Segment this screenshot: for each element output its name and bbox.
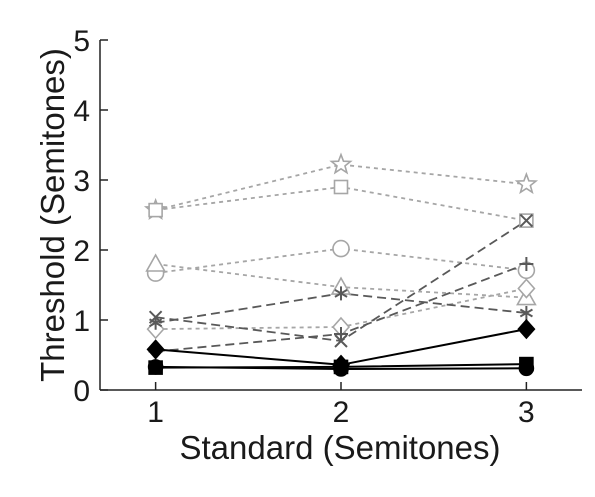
star-marker <box>514 171 539 195</box>
y-tick-label: 4 <box>73 95 90 128</box>
x-marker <box>519 213 534 228</box>
series-line-1 <box>155 163 527 211</box>
y-tick-label: 3 <box>73 165 90 198</box>
diamond-marker <box>146 339 165 360</box>
asterisk-marker <box>334 286 348 301</box>
x-ticks: 1 2 3 <box>147 382 535 429</box>
y-tick-label: 1 <box>73 305 90 338</box>
diamond-marker <box>517 318 536 340</box>
series-markers-3 <box>146 239 536 282</box>
square-marker <box>148 202 163 218</box>
circle-marker <box>333 361 349 377</box>
y-ticks: 0 1 2 3 4 5 <box>73 25 108 408</box>
series-markers <box>143 152 539 377</box>
x-axis-title: Standard (Semitones) <box>180 429 501 466</box>
y-tick-label: 0 <box>73 375 90 408</box>
diamond-marker <box>517 278 536 299</box>
circle-marker <box>518 360 535 377</box>
x-tick-label: 3 <box>518 396 535 429</box>
asterisk-marker <box>149 315 163 330</box>
series-markers-11 <box>147 359 535 377</box>
series-markers-7 <box>149 286 533 330</box>
square-marker <box>333 179 349 195</box>
y-tick-label: 5 <box>73 25 90 58</box>
star-marker <box>329 152 353 175</box>
asterisk-marker <box>519 306 533 320</box>
plus-marker <box>334 327 348 341</box>
circle-marker <box>332 239 350 258</box>
y-tick-label: 2 <box>73 235 90 268</box>
y-axis-title: Threshold (Semitones) <box>34 48 71 382</box>
plus-marker <box>519 257 534 271</box>
triangle-marker <box>145 253 166 272</box>
circle-marker <box>147 359 164 375</box>
x-tick-label: 2 <box>333 396 350 429</box>
x-tick-label: 1 <box>147 396 164 429</box>
